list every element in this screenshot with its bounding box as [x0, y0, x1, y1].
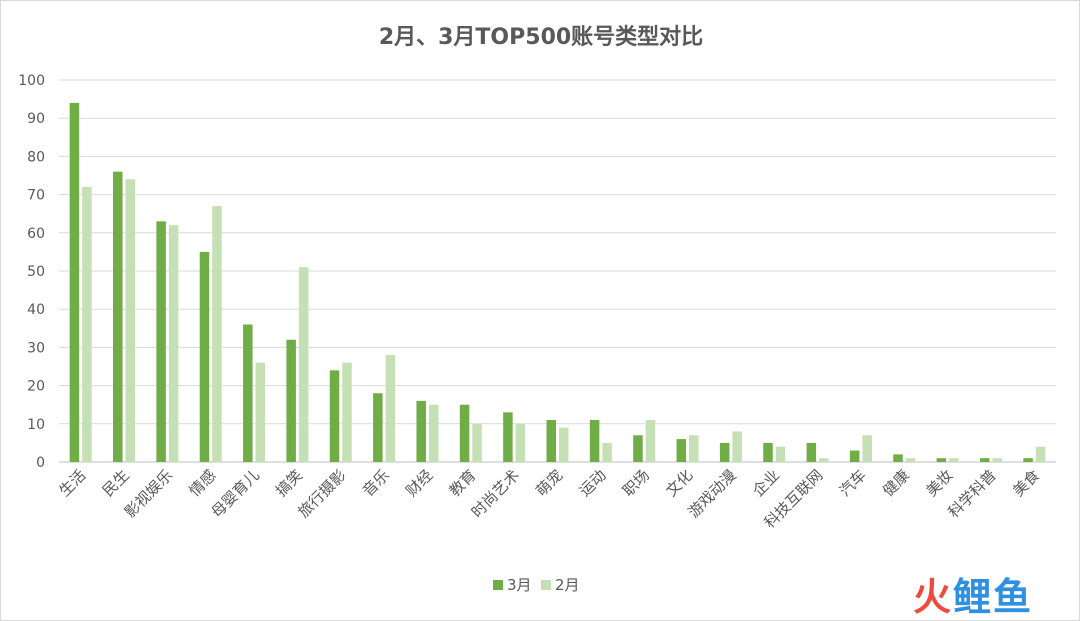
bar-feb-10: [515, 423, 526, 462]
legend-swatch-0: [493, 580, 503, 590]
bar-mar-21: [979, 458, 990, 462]
bar-feb-2: [168, 225, 179, 462]
bar-mar-1: [113, 171, 123, 462]
x-tick-label: 教育: [446, 466, 480, 500]
bar-feb-8: [428, 404, 439, 462]
watermark-part2: 鲤鱼: [953, 575, 1034, 619]
bar-feb-17: [819, 458, 829, 462]
bar-feb-6: [342, 362, 352, 462]
bar-mar-15: [719, 442, 730, 462]
y-tick-label: 0: [36, 455, 45, 471]
bar-mar-8: [416, 400, 426, 462]
watermark-logo: 火鲤鱼: [913, 575, 1063, 619]
y-tick-label: 40: [27, 302, 45, 318]
bar-feb-21: [992, 458, 1002, 462]
bar-mar-13: [633, 435, 643, 462]
x-tick-label: 时尚艺术: [468, 466, 523, 521]
bar-feb-14: [689, 435, 699, 462]
bar-feb-9: [472, 423, 482, 462]
y-tick-label: 70: [27, 188, 45, 204]
bar-feb-19: [905, 458, 916, 462]
x-tick-label: 美妆: [923, 466, 957, 500]
bar-feb-3: [212, 206, 222, 462]
x-tick-label: 旅行摄影: [294, 466, 349, 521]
bar-mar-6: [329, 370, 340, 462]
x-tick-label: 影视娱乐: [121, 466, 176, 521]
y-tick-label: 80: [27, 149, 45, 165]
bar-feb-20: [949, 458, 959, 462]
bar-feb-18: [862, 435, 872, 462]
x-tick-label: 搞笑: [272, 466, 306, 500]
bars: [69, 102, 1046, 463]
x-tick-label: 企业: [749, 466, 783, 500]
bar-mar-16: [763, 442, 773, 462]
bar-mar-4: [243, 324, 253, 462]
bar-feb-22: [1035, 446, 1046, 462]
x-tick-label: 健康: [879, 466, 913, 500]
x-tick-label: 萌宠: [532, 466, 566, 500]
bar-mar-2: [156, 221, 166, 462]
x-tick-label: 情感: [186, 466, 220, 500]
legend-label-0: 3月: [507, 576, 532, 594]
bar-feb-15: [732, 431, 742, 462]
y-tick-label: 10: [27, 417, 45, 433]
y-tick-label: 60: [27, 226, 45, 242]
x-tick-label: 运动: [576, 466, 610, 500]
x-tick-label: 游戏动漫: [685, 466, 740, 521]
x-tick-label: 职场: [619, 466, 653, 500]
y-tick-label: 30: [27, 340, 45, 356]
x-tick-label: 美食: [1009, 466, 1043, 500]
gridlines: [59, 79, 1056, 463]
bar-feb-4: [255, 362, 266, 462]
bar-mar-22: [1023, 458, 1033, 462]
bar-mar-11: [546, 419, 556, 462]
x-tick-label: 音乐: [359, 466, 393, 500]
x-tick-label: 民生: [99, 466, 133, 500]
bar-feb-12: [602, 442, 612, 462]
legend-swatch-1: [541, 580, 551, 590]
bar-mar-10: [503, 412, 513, 462]
bar-feb-11: [559, 427, 569, 462]
x-tick-label: 生活: [56, 466, 90, 500]
y-tick-label: 50: [27, 264, 45, 280]
bar-mar-18: [849, 450, 860, 462]
bar-feb-0: [82, 186, 92, 462]
bar-mar-5: [286, 339, 296, 462]
x-tick-label: 母婴育儿: [208, 466, 263, 521]
bar-feb-13: [645, 419, 656, 462]
bar-mar-7: [373, 393, 383, 462]
chart-title: 2月、3月TOP500账号类型对比: [379, 25, 703, 50]
legend-label-1: 2月: [555, 576, 580, 594]
bar-feb-7: [385, 355, 396, 462]
y-tick-label: 20: [27, 379, 45, 395]
bar-mar-9: [459, 404, 470, 462]
bar-mar-19: [893, 454, 903, 462]
bar-feb-16: [775, 446, 786, 462]
y-axis: 0 10 20 30 40 50 60 70 80 90 100: [18, 73, 45, 471]
x-tick-label: 财经: [402, 466, 436, 500]
bar-mar-3: [199, 251, 210, 462]
bar-feb-1: [125, 179, 136, 462]
bar-mar-20: [936, 458, 947, 462]
legend: 3月 2月: [493, 576, 580, 594]
watermark-part1: 火: [913, 575, 954, 619]
bar-mar-17: [806, 442, 817, 462]
bar-mar-0: [69, 102, 80, 463]
bar-mar-12: [589, 419, 600, 462]
y-tick-label: 100: [18, 73, 45, 89]
y-tick-label: 90: [27, 111, 45, 127]
x-tick-label: 汽车: [836, 466, 870, 500]
bar-mar-14: [676, 439, 687, 462]
x-tick-label: 文化: [662, 466, 696, 500]
x-tick-label: 科学科普: [945, 466, 1000, 521]
bar-feb-5: [298, 267, 309, 462]
